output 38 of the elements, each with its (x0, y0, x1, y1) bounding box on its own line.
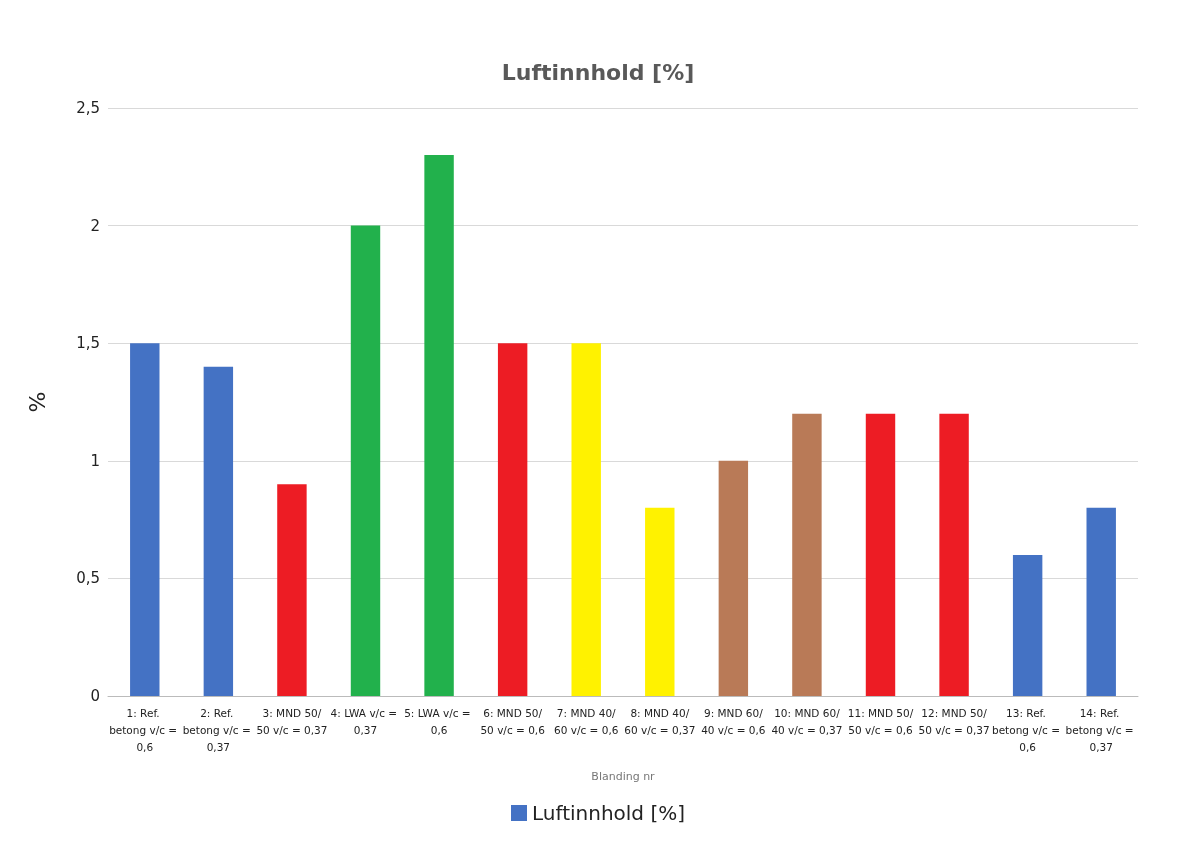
bar (792, 413, 822, 696)
x-tick-label: 9: MND 60/40 v/c = 0,6 (701, 706, 766, 736)
x-tick-label: 12: MND 50/50 v/c = 0,37 (918, 706, 990, 736)
bar (865, 413, 896, 696)
x-tick-label: 7: MND 40/60 v/c = 0,6 (554, 706, 619, 736)
y-tick-label: 2 (90, 216, 100, 235)
bar (203, 366, 234, 696)
bar (350, 225, 381, 696)
bar (939, 413, 969, 696)
y-axis-title: % (24, 391, 50, 413)
x-tick-label: 2: Ref. betong v/c = 0,37 (182, 706, 255, 753)
bar (645, 507, 675, 696)
y-tick-label: 2,5 (76, 99, 100, 117)
y-tick-label: 0 (90, 687, 100, 705)
y-tick-label: 1,5 (76, 334, 100, 353)
bar (1012, 554, 1043, 696)
x-tick-label: 14: Ref. betong v/c = 0,37 (1065, 706, 1137, 753)
bar (130, 343, 160, 696)
bar (497, 343, 528, 696)
bar (424, 155, 454, 696)
x-tick-label: 11: MND 50/50 v/c = 0,6 (847, 706, 914, 736)
x-tick-label: 6: MND 50/50 v/c = 0,6 (480, 706, 546, 736)
x-tick-label: 4: LWA v/c = 0,37 (330, 706, 401, 736)
bar (571, 343, 601, 696)
chart-title: Luftinnhold [%] (501, 59, 695, 85)
legend-label: Luftinnhold [%] (531, 801, 686, 825)
bar (277, 484, 307, 696)
x-axis-title: Blanding nr (591, 770, 656, 783)
y-tick-label: 0,5 (76, 569, 100, 588)
y-tick-label: 1 (90, 451, 100, 470)
x-tick-label: 1: Ref. betong v/c = 0,6 (109, 706, 181, 753)
bar (718, 460, 749, 696)
bar (1086, 507, 1116, 696)
x-tick-label: 8: MND 40/60 v/c = 0,37 (624, 706, 696, 736)
x-tick-label: 13: Ref. betong v/c = 0,6 (991, 706, 1064, 753)
x-tick-label: 3: MND 50/50 v/c = 0,37 (256, 706, 328, 736)
x-tick-label: 5: LWA v/c = 0,6 (404, 706, 474, 736)
x-tick-label: 10: MND 60/40 v/c = 0,37 (771, 706, 843, 736)
